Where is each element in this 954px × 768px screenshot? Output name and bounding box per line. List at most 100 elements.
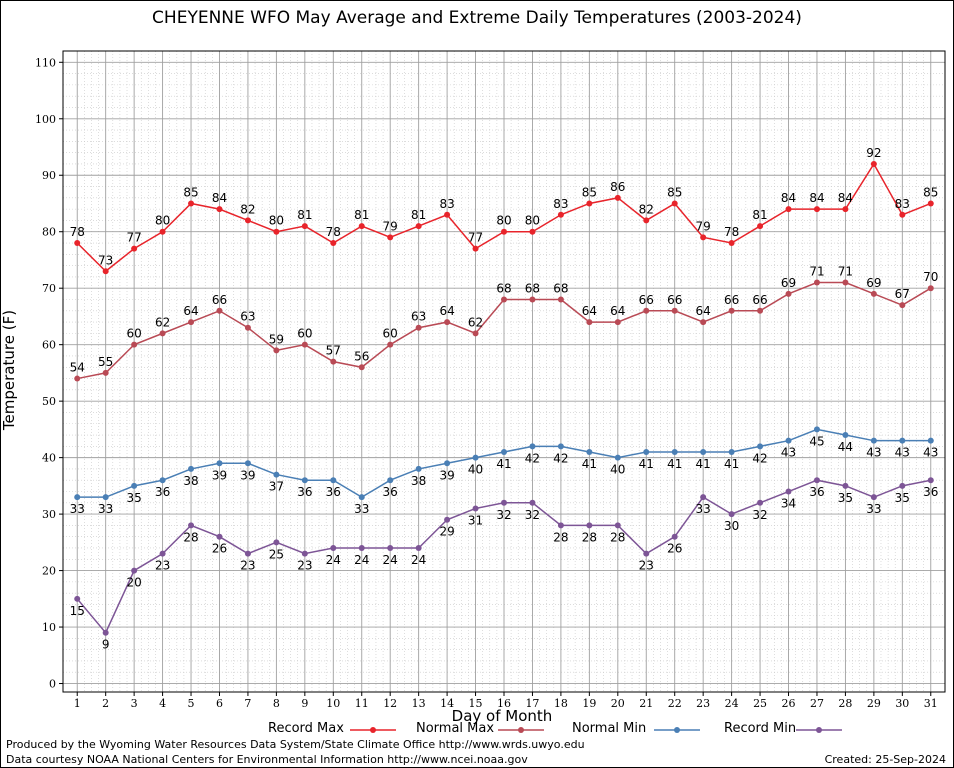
data-label-record-max: 84 <box>809 191 824 205</box>
data-label-record-max: 85 <box>667 185 682 199</box>
data-point-record-max <box>671 200 678 207</box>
data-point-normal-max <box>358 364 365 371</box>
data-point-record-min <box>643 550 650 557</box>
data-point-normal-max <box>501 296 507 303</box>
data-point-normal-max <box>74 375 81 382</box>
data-point-record-max <box>813 206 820 213</box>
data-label-normal-max: 66 <box>752 293 767 307</box>
data-label-normal-min: 33 <box>70 502 85 516</box>
x-tick-label: 13 <box>412 697 426 710</box>
x-tick-label: 29 <box>867 697 881 710</box>
data-point-normal-max <box>614 319 621 326</box>
data-point-record-min <box>415 544 422 551</box>
data-label-normal-max: 60 <box>126 327 141 341</box>
data-label-record-min: 36 <box>923 485 938 499</box>
data-label-record-max: 84 <box>212 191 227 205</box>
data-point-normal-max <box>472 330 479 337</box>
data-point-record-max <box>728 240 735 247</box>
data-point-record-min <box>159 550 166 557</box>
data-point-record-max <box>557 211 564 218</box>
data-point-normal-max <box>387 341 394 348</box>
data-label-normal-min: 38 <box>183 474 198 488</box>
data-label-normal-max: 64 <box>183 304 198 318</box>
data-label-normal-max: 59 <box>269 332 284 346</box>
data-label-record-max: 80 <box>496 214 511 228</box>
x-axis-label: Day of Month <box>452 707 553 725</box>
x-tick-label: 20 <box>611 697 625 710</box>
data-point-record-min <box>244 550 251 557</box>
y-tick-label: 20 <box>42 565 56 578</box>
data-point-record-max <box>785 206 792 213</box>
data-label-normal-min: 44 <box>838 440 853 454</box>
data-label-record-max: 79 <box>383 219 398 233</box>
data-point-record-min <box>757 499 764 506</box>
x-tick-label: 3 <box>131 697 138 710</box>
x-tick-label: 10 <box>326 697 340 710</box>
data-label-record-min: 30 <box>724 519 739 533</box>
footer-data-courtesy: Data courtesy NOAA National Centers for … <box>6 753 528 766</box>
data-label-normal-min: 40 <box>610 463 625 477</box>
data-point-record-min <box>529 499 536 506</box>
x-tick-label: 12 <box>383 697 397 710</box>
data-point-record-max <box>387 234 394 241</box>
data-point-record-min <box>188 522 195 529</box>
series-record-min: 15 9 20 23 28 26 23 25 23 24 24 24 24 29 31 32 32 28 28 28 2… <box>70 477 938 652</box>
y-tick-label: 40 <box>42 452 56 465</box>
data-label-normal-max: 68 <box>553 281 568 295</box>
x-tick-label: 19 <box>582 697 596 710</box>
data-label-record-min: 26 <box>667 542 682 556</box>
data-label-normal-max: 55 <box>98 355 113 369</box>
data-label-record-min: 35 <box>838 491 853 505</box>
data-point-normal-max <box>643 307 650 314</box>
data-label-normal-max: 67 <box>895 287 910 301</box>
data-label-record-max: 83 <box>553 197 568 211</box>
data-point-record-max <box>501 228 507 235</box>
data-point-record-min <box>586 522 593 529</box>
data-label-record-max: 81 <box>752 208 767 222</box>
data-label-record-min: 28 <box>553 530 568 544</box>
x-tick-label: 18 <box>554 697 568 710</box>
data-point-record-min <box>614 522 621 529</box>
data-point-record-max <box>330 240 337 247</box>
legend-symbol-normal-max <box>498 727 544 733</box>
data-point-record-max <box>444 211 451 218</box>
data-point-record-min <box>501 499 507 506</box>
footer-produced-by: Produced by the Wyoming Water Resources … <box>6 738 585 751</box>
data-label-normal-min: 38 <box>411 474 426 488</box>
data-point-normal-min <box>501 448 507 455</box>
data-point-record-max <box>927 200 934 207</box>
data-label-record-max: 81 <box>354 208 369 222</box>
data-point-record-max <box>529 228 536 235</box>
data-label-normal-min: 42 <box>752 451 767 465</box>
data-label-record-min: 23 <box>297 559 312 573</box>
x-tick-label: 30 <box>895 697 909 710</box>
data-point-normal-max <box>728 307 735 314</box>
data-point-record-max <box>643 217 650 224</box>
data-point-normal-max <box>529 296 536 303</box>
data-point-normal-max <box>870 290 877 297</box>
x-tick-label: 8 <box>273 697 280 710</box>
data-point-normal-min <box>301 477 308 484</box>
data-label-record-max: 78 <box>326 225 341 239</box>
data-label-record-max: 84 <box>838 191 853 205</box>
data-label-record-max: 78 <box>724 225 739 239</box>
data-label-normal-max: 71 <box>809 265 824 279</box>
data-label-normal-max: 64 <box>696 304 711 318</box>
data-label-record-max: 77 <box>126 231 141 245</box>
x-tick-label: 9 <box>301 697 308 710</box>
data-label-record-max: 82 <box>240 202 255 216</box>
data-label-normal-max: 63 <box>411 310 426 324</box>
data-point-normal-max <box>188 319 195 326</box>
data-label-record-min: 28 <box>183 530 198 544</box>
data-label-normal-min: 42 <box>525 451 540 465</box>
data-label-normal-max: 66 <box>212 293 227 307</box>
data-point-normal-max <box>159 330 166 337</box>
data-label-normal-min: 36 <box>326 485 341 499</box>
data-point-record-min <box>472 505 479 512</box>
data-label-record-min: 24 <box>411 553 426 567</box>
data-point-record-max <box>358 223 365 230</box>
data-point-normal-min <box>870 437 877 444</box>
data-label-record-min: 28 <box>582 530 597 544</box>
data-label-record-max: 85 <box>923 185 938 199</box>
